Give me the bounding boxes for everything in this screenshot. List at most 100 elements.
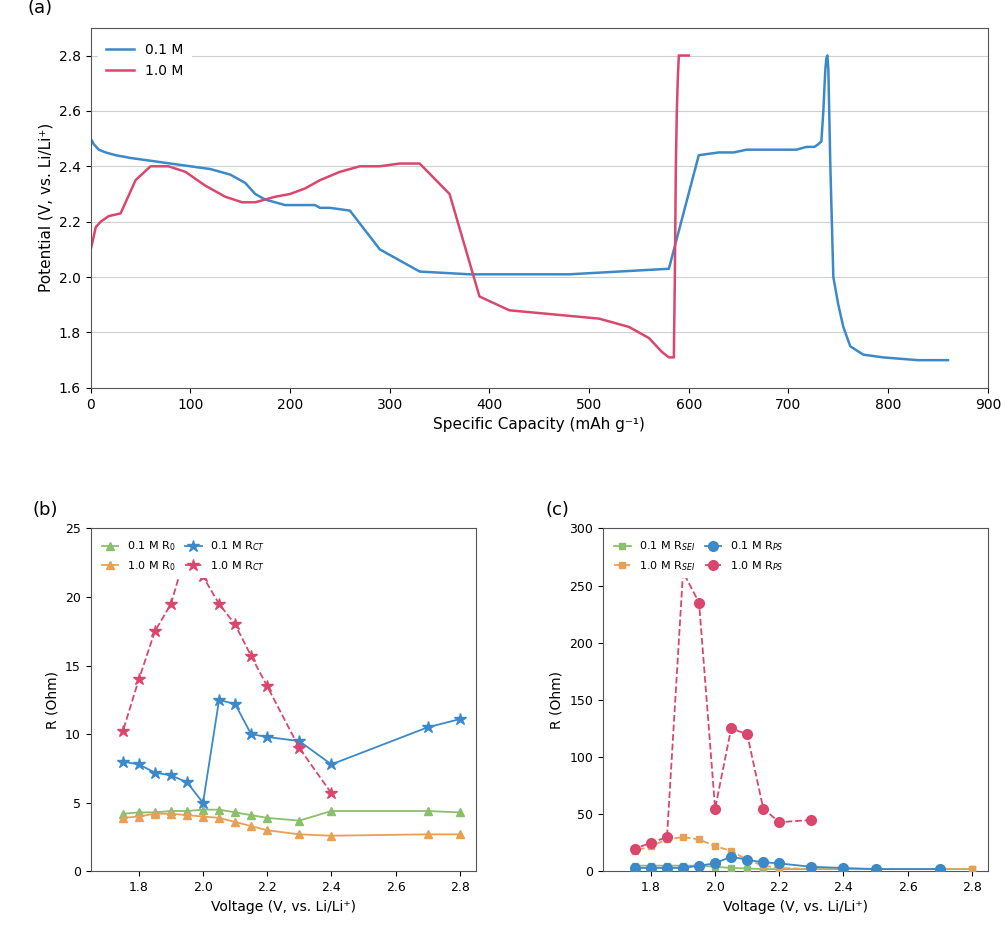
0.1 M R$_{CT}$ [180, 777, 193, 788]
Line: 1.0 M R$_0$: 1.0 M R$_0$ [119, 809, 464, 840]
0.1 M R$_{PS}$ [645, 862, 657, 873]
0.1 M R$_{SEI}$ [661, 860, 673, 871]
1.0 M R$_{PS}$ [773, 817, 785, 828]
Line: 0.1 M R$_{SEI}$: 0.1 M R$_{SEI}$ [631, 862, 976, 872]
0.1 M R$_0$ [245, 809, 257, 820]
0.1 M R$_0$ [261, 812, 273, 823]
1.0 M [656, 347, 668, 358]
0.1 M R$_{SEI}$ [629, 860, 641, 871]
1.0 M R$_{CT}$ [229, 619, 241, 630]
1.0 M R$_{SEI}$ [629, 845, 641, 857]
1.0 M R$_{PS}$ [661, 832, 673, 843]
1.0 M R$_0$ [421, 829, 433, 840]
1.0 M [672, 50, 684, 61]
1.0 M [663, 352, 675, 363]
Line: 1.0 M: 1.0 M [91, 56, 688, 358]
0.1 M R$_0$ [197, 804, 209, 815]
Line: 1.0 M R$_{PS}$: 1.0 M R$_{PS}$ [630, 567, 816, 854]
1.0 M [669, 160, 681, 171]
Line: 0.1 M R$_0$: 0.1 M R$_0$ [119, 806, 464, 825]
1.0 M [103, 210, 115, 222]
1.0 M [219, 191, 231, 202]
0.1 M R$_0$ [165, 806, 177, 817]
0.1 M R$_{CT}$ [421, 722, 433, 733]
0.1 M [85, 133, 97, 145]
1.0 M R$_{SEI}$ [966, 864, 978, 875]
0.1 M R$_{SEI}$ [645, 860, 657, 871]
1.0 M R$_{SEI}$ [709, 841, 721, 852]
1.0 M [299, 183, 311, 194]
Line: 0.1 M: 0.1 M [91, 56, 948, 361]
0.1 M R$_{CT}$ [293, 735, 305, 746]
0.1 M R$_{SEI}$ [805, 864, 817, 875]
0.1 M R$_{CT}$ [149, 767, 161, 778]
0.1 M R$_{CT}$ [117, 756, 129, 768]
Legend: 0.1 M R$_{SEI}$, 1.0 M R$_{SEI}$, 0.1 M R$_{PS}$, 1.0 M R$_{PS}$: 0.1 M R$_{SEI}$, 1.0 M R$_{SEI}$, 0.1 M … [609, 534, 789, 578]
1.0 M R$_0$ [245, 820, 257, 832]
Line: 1.0 M R$_{CT}$: 1.0 M R$_{CT}$ [117, 543, 338, 799]
0.1 M R$_0$ [293, 815, 305, 826]
1.0 M R$_{SEI}$ [933, 864, 946, 875]
1.0 M [162, 160, 174, 171]
0.1 M R$_{CT}$ [326, 759, 338, 770]
1.0 M [667, 352, 679, 363]
Legend: 0.1 M R$_0$, 1.0 M R$_0$, 0.1 M R$_{CT}$, 1.0 M R$_{CT}$: 0.1 M R$_0$, 1.0 M R$_0$, 0.1 M R$_{CT}$… [97, 534, 271, 578]
0.1 M R$_{SEI}$ [694, 860, 706, 871]
1.0 M R$_{PS}$ [741, 729, 753, 740]
0.1 M R$_{PS}$ [677, 862, 689, 873]
0.1 M R$_{PS}$ [805, 861, 817, 872]
0.1 M R$_{PS}$ [709, 857, 721, 869]
1.0 M R$_{PS}$ [709, 803, 721, 814]
1.0 M [269, 191, 281, 202]
0.1 M R$_{PS}$ [741, 855, 753, 866]
0.1 M [790, 144, 802, 155]
1.0 M [668, 272, 680, 283]
0.1 M R$_0$ [213, 804, 225, 815]
0.1 M R$_0$ [229, 806, 241, 818]
1.0 M R$_{CT}$ [180, 543, 193, 554]
0.1 M [857, 349, 869, 361]
0.1 M R$_{SEI}$ [757, 864, 769, 875]
1.0 M [444, 188, 456, 199]
1.0 M R$_{CT}$ [261, 680, 273, 692]
0.1 M R$_{SEI}$ [709, 861, 721, 872]
1.0 M R$_{PS}$ [757, 803, 769, 814]
1.0 M R$_{PS}$ [694, 597, 706, 608]
0.1 M R$_{SEI}$ [966, 864, 978, 875]
0.1 M R$_{PS}$ [773, 857, 785, 869]
0.1 M R$_{CT}$ [245, 729, 257, 740]
1.0 M [623, 322, 635, 333]
0.1 M R$_{CT}$ [133, 759, 145, 770]
0.1 M R$_{CT}$ [165, 769, 177, 781]
X-axis label: Voltage (V, vs. Li/Li⁺): Voltage (V, vs. Li/Li⁺) [211, 900, 356, 914]
1.0 M [85, 244, 97, 255]
0.1 M [825, 160, 837, 171]
Y-axis label: Potential (V, vs. Li/Li⁺): Potential (V, vs. Li/Li⁺) [38, 123, 53, 292]
0.1 M R$_0$ [326, 806, 338, 817]
0.1 M R$_0$ [180, 806, 193, 817]
0.1 M R$_{SEI}$ [933, 864, 946, 875]
1.0 M [200, 180, 212, 191]
1.0 M R$_{SEI}$ [870, 864, 882, 875]
Text: (a): (a) [28, 0, 53, 18]
1.0 M R$_0$ [454, 829, 466, 840]
1.0 M R$_0$ [326, 831, 338, 842]
X-axis label: Voltage (V, vs. Li/Li⁺): Voltage (V, vs. Li/Li⁺) [723, 900, 868, 914]
0.1 M R$_{PS}$ [870, 864, 882, 875]
0.1 M R$_0$ [133, 806, 145, 818]
1.0 M [236, 197, 248, 208]
0.1 M R$_{PS}$ [838, 862, 850, 873]
1.0 M R$_{SEI}$ [838, 864, 850, 875]
1.0 M R$_{PS}$ [725, 723, 737, 734]
1.0 M R$_{SEI}$ [661, 833, 673, 844]
0.1 M [269, 197, 281, 208]
1.0 M [129, 174, 141, 185]
1.0 M [533, 308, 545, 319]
1.0 M R$_{SEI}$ [805, 864, 817, 875]
1.0 M [474, 291, 486, 302]
0.1 M R$_0$ [117, 808, 129, 819]
1.0 M R$_{CT}$ [245, 651, 257, 662]
Line: 1.0 M R$_{SEI}$: 1.0 M R$_{SEI}$ [631, 833, 976, 872]
0.1 M R$_{CT}$ [197, 797, 209, 808]
1.0 M [394, 158, 406, 169]
